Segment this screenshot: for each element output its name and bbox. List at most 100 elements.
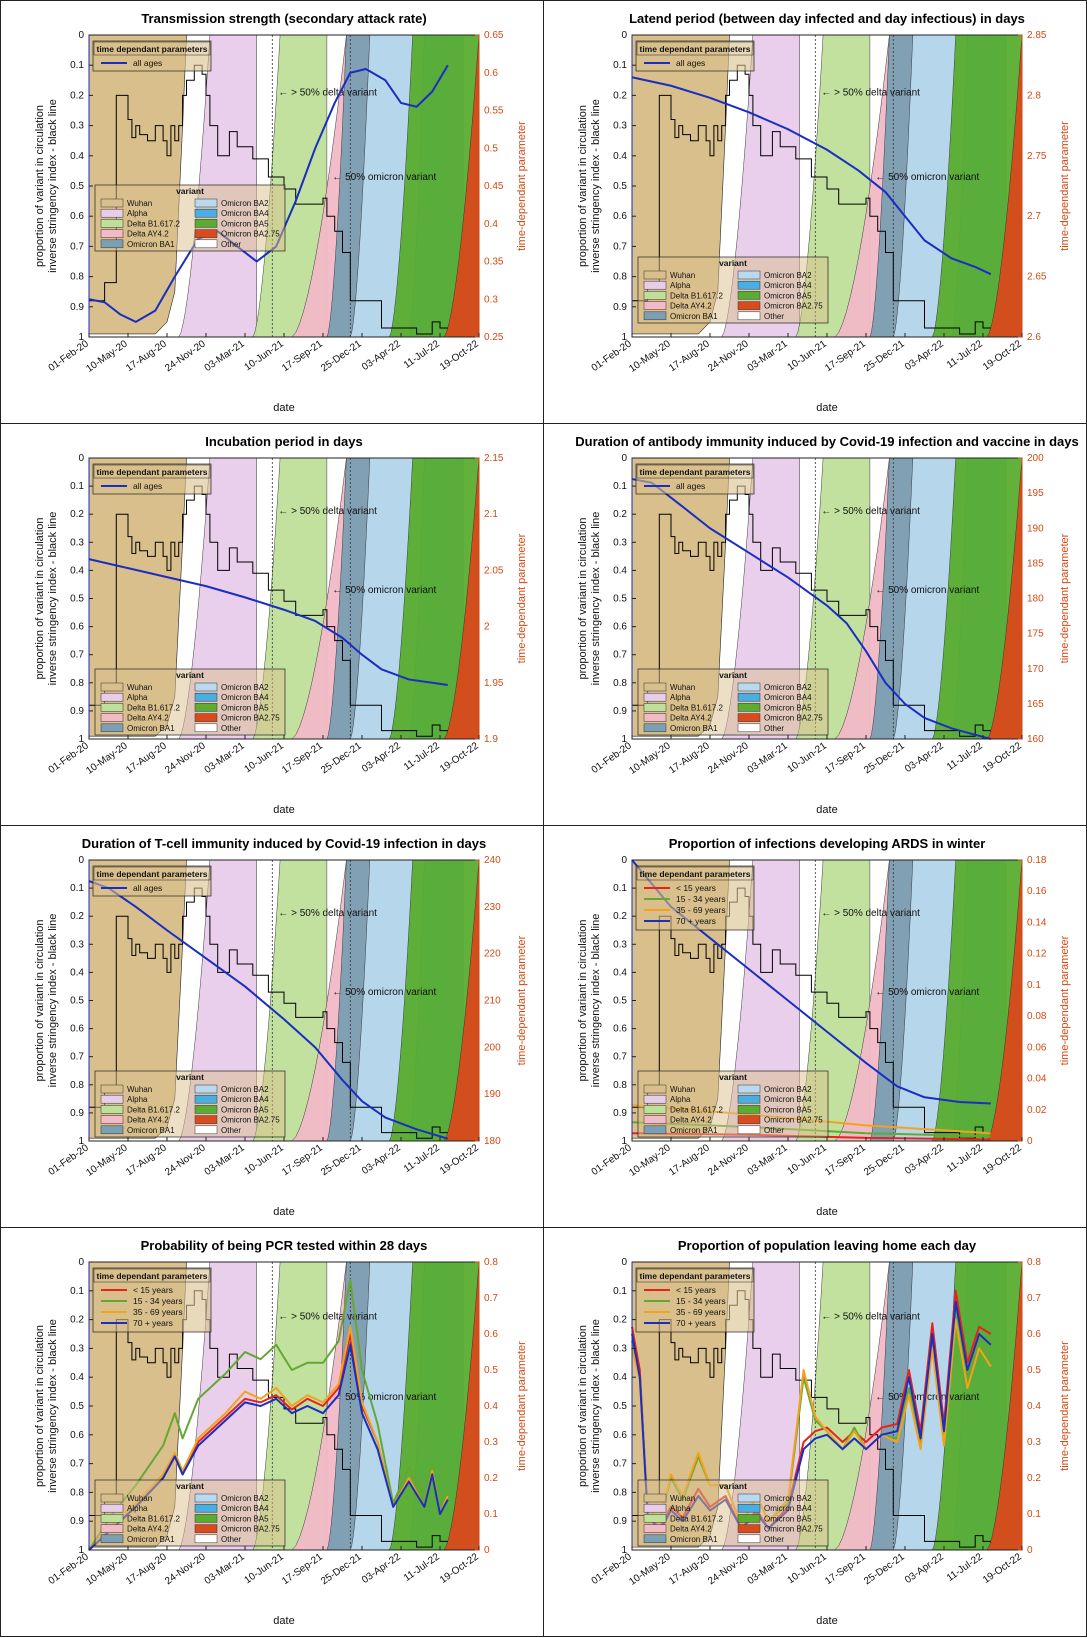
- params-legend-title-box: [636, 866, 754, 881]
- x-tick-label: 10-Jun-21: [786, 740, 830, 775]
- variant-legend-swatch: [194, 1094, 218, 1104]
- x-tick-label: 17-Sep-21: [280, 338, 325, 374]
- x-axis-label: date: [273, 402, 294, 414]
- left-tick-label: 0.3: [70, 121, 84, 132]
- right-tick-label: 2.85: [1027, 30, 1047, 41]
- right-tick-label: 2.65: [1027, 272, 1047, 283]
- x-axis-label: date: [816, 402, 837, 414]
- chart-pcr-tested: Probability of being PCR tested within 2…: [34, 1238, 528, 1627]
- variant-legend-label: Delta B1.617.2: [127, 703, 180, 712]
- params-legend-label: 15 - 34 years: [676, 894, 726, 904]
- right-tick-label: 0.06: [1027, 1042, 1047, 1053]
- right-tick-label: 0.4: [484, 219, 498, 230]
- variant-legend-label: Delta AY4.2: [670, 714, 712, 723]
- right-axis-label: time-dependant parameter: [1059, 935, 1071, 1065]
- omicron-note: ← 50% omicron variant: [875, 987, 979, 998]
- x-tick-label: 17-Sep-21: [280, 1142, 325, 1178]
- right-tick-label: 0.2: [1027, 1473, 1041, 1484]
- right-tick-label: 195: [1027, 488, 1044, 499]
- x-tick-label: 10-May-20: [627, 1142, 673, 1179]
- y-axis-label-line1: proportion of variant in circulation: [34, 517, 46, 679]
- variant-legend-swatch: [100, 682, 124, 692]
- params-legend: time dependant parameters all ages: [635, 40, 755, 72]
- right-tick-label: 230: [484, 902, 501, 913]
- variant-legend-label: Delta B1.617.2: [127, 1514, 180, 1523]
- variant-area-omicron-ba2-75: [986, 1261, 1023, 1551]
- x-tick-label: 24-Nov-20: [706, 338, 751, 374]
- params-legend-label: 35 - 69 years: [676, 905, 726, 915]
- variant-legend-swatch: [100, 703, 124, 712]
- stringency-line: [89, 64, 448, 335]
- variant-legend-label: Delta AY4.2: [127, 230, 169, 239]
- left-tick-label: 0.8: [70, 1487, 84, 1498]
- variant-legend-label: Omicron BA4: [764, 1095, 812, 1104]
- y-axis-label-line1: proportion of variant in circulation: [34, 1325, 46, 1487]
- variant-legend-box: [94, 1479, 286, 1547]
- left-tick-label: 0.6: [70, 211, 84, 222]
- x-tick-label: 17-Aug-20: [124, 1142, 169, 1178]
- variant-legend-swatch: [643, 703, 667, 712]
- variant-area-wuhan: [88, 34, 187, 335]
- right-tick-label: 165: [1027, 699, 1044, 710]
- variant-legend-label: Wuhan: [127, 199, 152, 208]
- variant-legend-label: Omicron BA1: [127, 240, 175, 249]
- left-tick-label: 0.8: [613, 1487, 627, 1498]
- variant-legend-label: Omicron BA5: [764, 1105, 812, 1114]
- params-legend-label: 35 - 69 years: [133, 1307, 183, 1317]
- x-tick-label: 17-Aug-20: [667, 338, 712, 374]
- x-tick-label: 17-Sep-21: [823, 338, 868, 374]
- variant-legend-swatch: [194, 703, 218, 712]
- right-tick-label: 0.4: [1027, 1401, 1041, 1412]
- variant-legend-swatch: [737, 1084, 761, 1094]
- right-tick-label: 1.95: [484, 678, 504, 689]
- variant-legend-label: Omicron BA2: [764, 1085, 812, 1094]
- variant-legend-swatch: [194, 1503, 218, 1513]
- variant-legend-label: Alpha: [127, 209, 148, 218]
- variant-legend-swatch: [737, 1094, 761, 1104]
- right-tick-label: 0.5: [484, 143, 498, 154]
- series-line-all-ages: [88, 558, 448, 687]
- omicron-note: ← 50% omicron variant: [332, 172, 436, 183]
- left-tick-label: 0: [78, 453, 84, 464]
- variant-legend-swatch: [100, 198, 124, 208]
- params-legend: time dependant parameters all ages: [92, 463, 212, 495]
- left-tick-label: 0.9: [613, 1108, 627, 1119]
- variant-legend-swatch: [643, 301, 667, 310]
- x-tick-label: 03-Mar-21: [746, 1142, 790, 1178]
- panel-tcell-immunity: Duration of T-cell immunity induced by C…: [0, 825, 544, 1228]
- right-tick-label: 0: [484, 1545, 490, 1556]
- variant-legend-label: Omicron BA2.75: [764, 1116, 823, 1125]
- x-axis-label: date: [816, 1615, 837, 1627]
- variant-legend-swatch: [194, 239, 218, 249]
- stringency-line: [89, 887, 448, 1139]
- right-tick-label: 240: [484, 855, 501, 866]
- variant-legend-label: Omicron BA2.75: [221, 1525, 280, 1534]
- variant-legend-swatch: [194, 1115, 218, 1124]
- left-tick-label: 0.6: [613, 1430, 627, 1441]
- variant-legend-swatch: [737, 703, 761, 712]
- variant-legend-swatch: [643, 682, 667, 692]
- left-tick-label: 0.7: [70, 650, 84, 661]
- left-tick-label: 0.1: [70, 1286, 84, 1297]
- variant-legend-label: Omicron BA5: [221, 219, 269, 228]
- variant-legend-swatch: [100, 1534, 124, 1544]
- left-tick-label: 0.5: [70, 594, 84, 605]
- y-axis-label-line2: inverse stringency index - black line: [590, 1319, 602, 1493]
- variant-legend-label: Omicron BA4: [221, 209, 269, 218]
- variant-legend-label: Delta AY4.2: [670, 1116, 712, 1125]
- right-tick-label: 2.05: [484, 565, 504, 576]
- x-tick-label: 10-Jun-21: [243, 740, 287, 775]
- variant-legend-label: Omicron BA1: [127, 1126, 175, 1135]
- variant-legend-label: Wuhan: [127, 1085, 152, 1094]
- chart-incubation-period: Incubation period in days ← > 50% delta v…: [34, 434, 528, 816]
- params-legend-label: all ages: [133, 883, 162, 893]
- params-legend-label: 35 - 69 years: [676, 1307, 726, 1317]
- delta-note: ← > 50% delta variant: [821, 506, 920, 517]
- variant-legend-box: [637, 668, 829, 736]
- right-tick-label: 220: [484, 949, 501, 960]
- variant-legend-swatch: [100, 723, 124, 733]
- variant-legend-swatch: [194, 682, 218, 692]
- x-tick-label: 10-Jun-21: [243, 1551, 287, 1586]
- right-tick-label: 2: [484, 622, 490, 633]
